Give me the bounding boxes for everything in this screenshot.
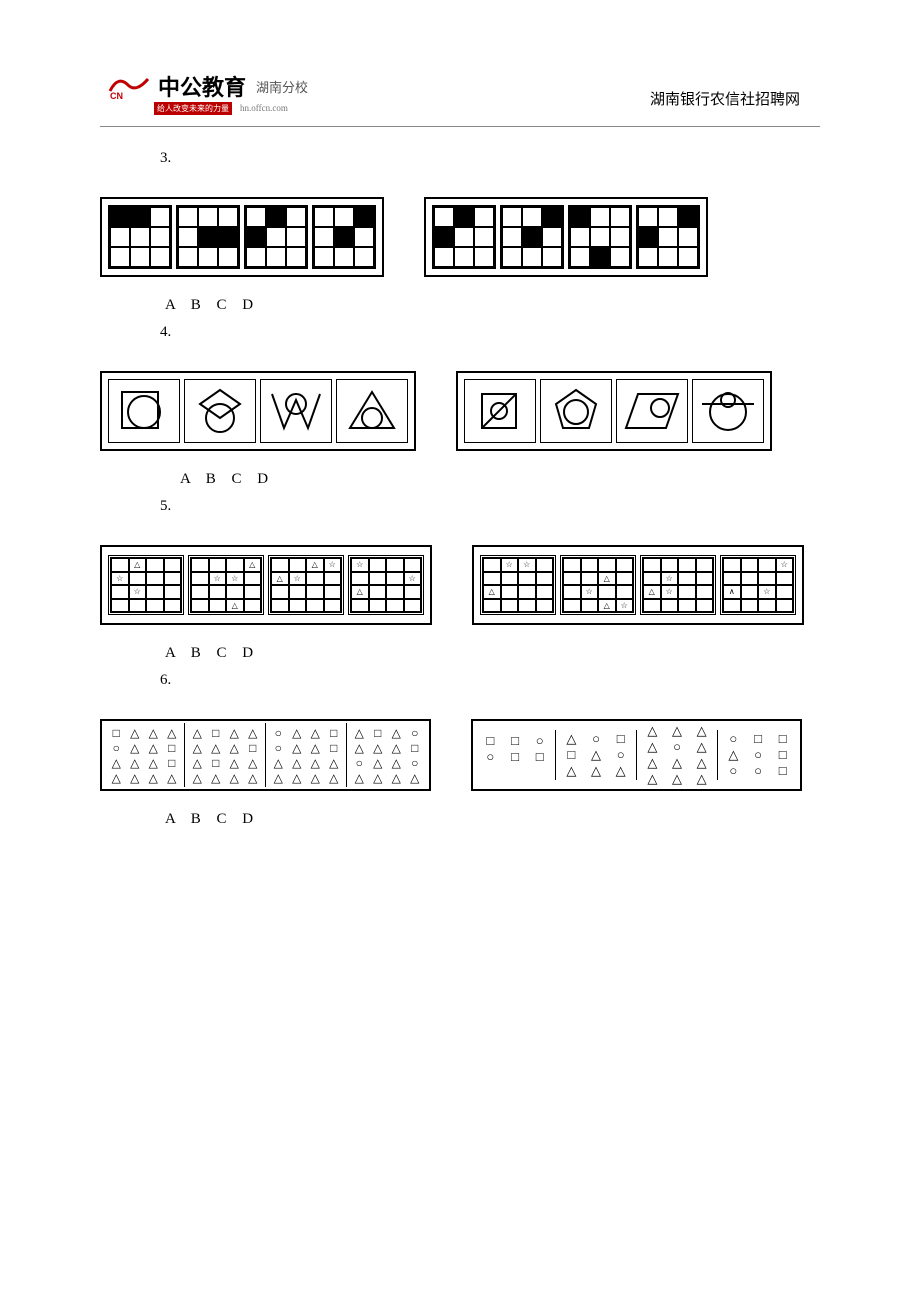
sym-cell: ○□□△○□○○□ — [718, 730, 798, 780]
sym-cell: △□△△△△△□△□△△△△△△ — [185, 723, 266, 787]
q3-number: 3. — [160, 150, 820, 167]
shape-cell — [692, 379, 764, 443]
grid4-cell: ☆☆△ — [480, 555, 556, 615]
grid-cell — [244, 205, 308, 269]
content-area: 3. A B C D 4. A B C D 5. △☆☆△☆☆△△☆△☆☆☆△ … — [100, 140, 820, 838]
grid-cell — [568, 205, 632, 269]
grid4-cell: ☆△☆ — [640, 555, 716, 615]
shape-cell — [336, 379, 408, 443]
q4-left-group — [100, 371, 416, 451]
q5-number: 5. — [160, 498, 820, 515]
logo-tagline: 给人改变未来的力量 — [154, 102, 232, 115]
logo-url: hn.offcn.com — [240, 103, 288, 113]
q5-right-group: ☆☆△△☆△☆☆△☆☆∧☆ — [472, 545, 804, 625]
sym-cell: □△△△○△△□△△△□△△△△ — [104, 723, 185, 787]
shape-cell — [464, 379, 536, 443]
q6-options: A B C D — [165, 811, 820, 828]
grid-cell — [108, 205, 172, 269]
q4-number: 4. — [160, 324, 820, 341]
logo-icon: CN — [108, 71, 152, 101]
svg-text:CN: CN — [110, 91, 123, 101]
q5-options: A B C D — [165, 645, 820, 662]
shape-cell — [540, 379, 612, 443]
sym-cell: □□○○□□ — [475, 730, 556, 780]
q3-right-group — [424, 197, 708, 277]
q4-right-group — [456, 371, 772, 451]
q5-left-group: △☆☆△☆☆△△☆△☆☆☆△ — [100, 545, 432, 625]
header-rule — [100, 126, 820, 127]
sym-cell: △□△○△△△□○△△○△△△△ — [347, 723, 427, 787]
header-right-text: 湖南银行农信社招聘网 — [650, 88, 800, 109]
grid4-cell: ☆∧☆ — [720, 555, 796, 615]
grid-cell — [432, 205, 496, 269]
grid4-cell: △☆△☆ — [560, 555, 636, 615]
logo-block: CN 中公教育 湖南分校 给人改变未来的力量 hn.offcn.com — [108, 70, 338, 116]
page-header: CN 中公教育 湖南分校 给人改变未来的力量 hn.offcn.com 湖南银行… — [0, 70, 920, 120]
logo-sub: 湖南分校 — [256, 77, 308, 96]
q6-left-group: □△△△○△△□△△△□△△△△△□△△△△△□△□△△△△△△○△△□○△△□… — [100, 719, 431, 791]
q3-left-group — [100, 197, 384, 277]
q6-right-group: □□○○□□△○□□△○△△△△△△△○△△△△△△△○□□△○□○○□ — [471, 719, 802, 791]
q6-number: 6. — [160, 672, 820, 689]
sym-cell: △△△△○△△△△△△△ — [637, 730, 718, 780]
shape-cell — [108, 379, 180, 443]
shape-cell — [260, 379, 332, 443]
grid-cell — [176, 205, 240, 269]
q3-figures — [100, 197, 820, 277]
sym-cell: △○□□△○△△△ — [556, 730, 637, 780]
shape-cell — [184, 379, 256, 443]
grid4-cell: ☆☆△ — [348, 555, 424, 615]
shape-cell — [616, 379, 688, 443]
grid-cell — [636, 205, 700, 269]
q4-figures — [100, 371, 820, 451]
grid-cell — [500, 205, 564, 269]
grid4-cell: △☆☆ — [108, 555, 184, 615]
q5-figures: △☆☆△☆☆△△☆△☆☆☆△ ☆☆△△☆△☆☆△☆☆∧☆ — [100, 545, 820, 625]
q4-options: A B C D — [180, 471, 820, 488]
q3-options: A B C D — [165, 297, 820, 314]
grid-cell — [312, 205, 376, 269]
grid4-cell: △☆☆△ — [188, 555, 264, 615]
sym-cell: ○△△□○△△□△△△△△△△△ — [266, 723, 347, 787]
grid4-cell: △☆△☆ — [268, 555, 344, 615]
q6-figures: □△△△○△△□△△△□△△△△△□△△△△△□△□△△△△△△○△△□○△△□… — [100, 719, 820, 791]
